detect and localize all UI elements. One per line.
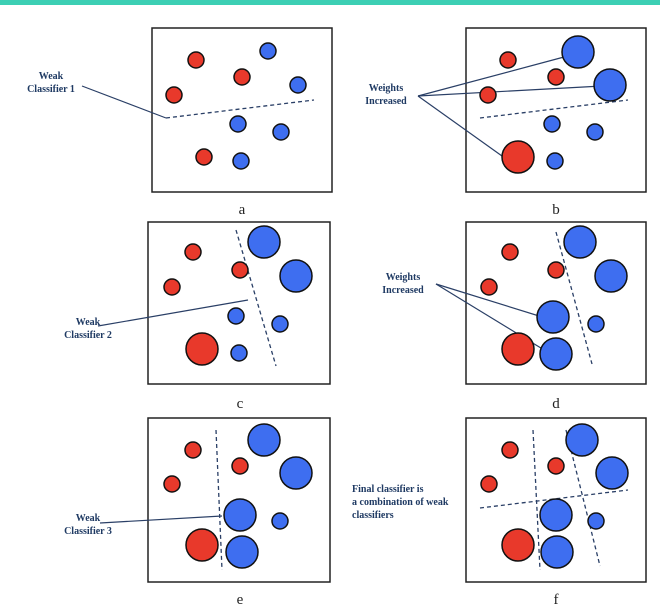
panel-c-frame [147,221,331,385]
blue-point [271,512,289,530]
red-point-weighted [185,332,219,366]
red-point [547,261,565,279]
blue-point-weighted [593,68,627,102]
blue-point-weighted [539,498,573,532]
red-point [547,68,565,86]
caption-b: b [552,202,560,218]
weights-increased-b-line1: Weights [369,83,404,94]
red-point [231,261,249,279]
blue-point [587,315,605,333]
blue-point-weighted [594,259,628,293]
red-point [501,243,519,261]
final-classifier-note-line2: a combination of weak [352,497,449,508]
blue-point [232,152,250,170]
blue-point-weighted [565,423,599,457]
weights-increased-b-line2: Increased [365,96,407,107]
top-accent-bar [0,0,660,5]
blue-point-weighted [540,535,574,569]
red-point [163,278,181,296]
caption-f: f [554,592,559,608]
red-point [547,457,565,475]
blue-point [546,152,564,170]
points [163,35,629,569]
red-point [184,243,202,261]
red-point [231,457,249,475]
blue-point [227,307,245,325]
final-classifier-note-line1: Final classifier is [352,484,424,495]
weak-classifier-3-label-line1: Weak [76,513,101,524]
blue-point-weighted [279,259,313,293]
boundary-b [479,99,629,119]
blue-point [230,344,248,362]
blue-point [272,123,290,141]
red-point [501,441,519,459]
caption-a: a [239,202,246,218]
red-point [184,441,202,459]
red-point [233,68,251,86]
blue-point-weighted [247,225,281,259]
blue-point-weighted [561,35,595,69]
annotation-pointers [81,56,603,524]
red-point [499,51,517,69]
red-point [195,148,213,166]
weights-increased-d-line1: Weights [386,272,421,283]
boundary-f3 [479,489,629,509]
panel-f-frame [465,417,647,583]
blue-point-weighted [539,337,573,371]
red-point-weighted [501,332,535,366]
boundary-e [215,429,223,571]
blue-point [587,512,605,530]
blue-point-weighted [225,535,259,569]
blue-point [289,76,307,94]
blue-point [586,123,604,141]
boundary-d [555,231,593,365]
blue-point-weighted [536,300,570,334]
panel-e-frame [147,417,331,583]
blue-point-weighted [563,225,597,259]
caption-d: d [552,396,560,412]
weak-classifier-1-label-line1: Weak [39,71,64,82]
weak-classifier-2-label-line2: Classifier 2 [64,330,112,341]
weak-classifier-3-label-line2: Classifier 3 [64,526,112,537]
blue-point-weighted [223,498,257,532]
blue-point [543,115,561,133]
panel-a-frame [151,27,333,193]
red-point [479,86,497,104]
weak-classifier-2-label-line1: Weak [76,317,101,328]
blue-point [259,42,277,60]
weak-classifier-1-label-line2: Classifier 1 [27,84,75,95]
caption-c: c [237,396,244,412]
red-point-weighted [185,528,219,562]
caption-e: e [237,592,244,608]
blue-point-weighted [247,423,281,457]
red-point-weighted [501,528,535,562]
red-point [480,278,498,296]
boundary-f1 [532,429,541,571]
red-point [187,51,205,69]
boundary-a [165,99,315,119]
red-point [480,475,498,493]
boundary-c [235,229,277,367]
final-classifier-note-line3: classifiers [352,510,394,521]
blue-point [229,115,247,133]
blue-point [271,315,289,333]
red-point-weighted [501,140,535,174]
red-point [165,86,183,104]
blue-point-weighted [279,456,313,490]
red-point [163,475,181,493]
panel-b-frame [465,27,647,193]
blue-point-weighted [595,456,629,490]
weights-increased-d-line2: Increased [382,285,424,296]
